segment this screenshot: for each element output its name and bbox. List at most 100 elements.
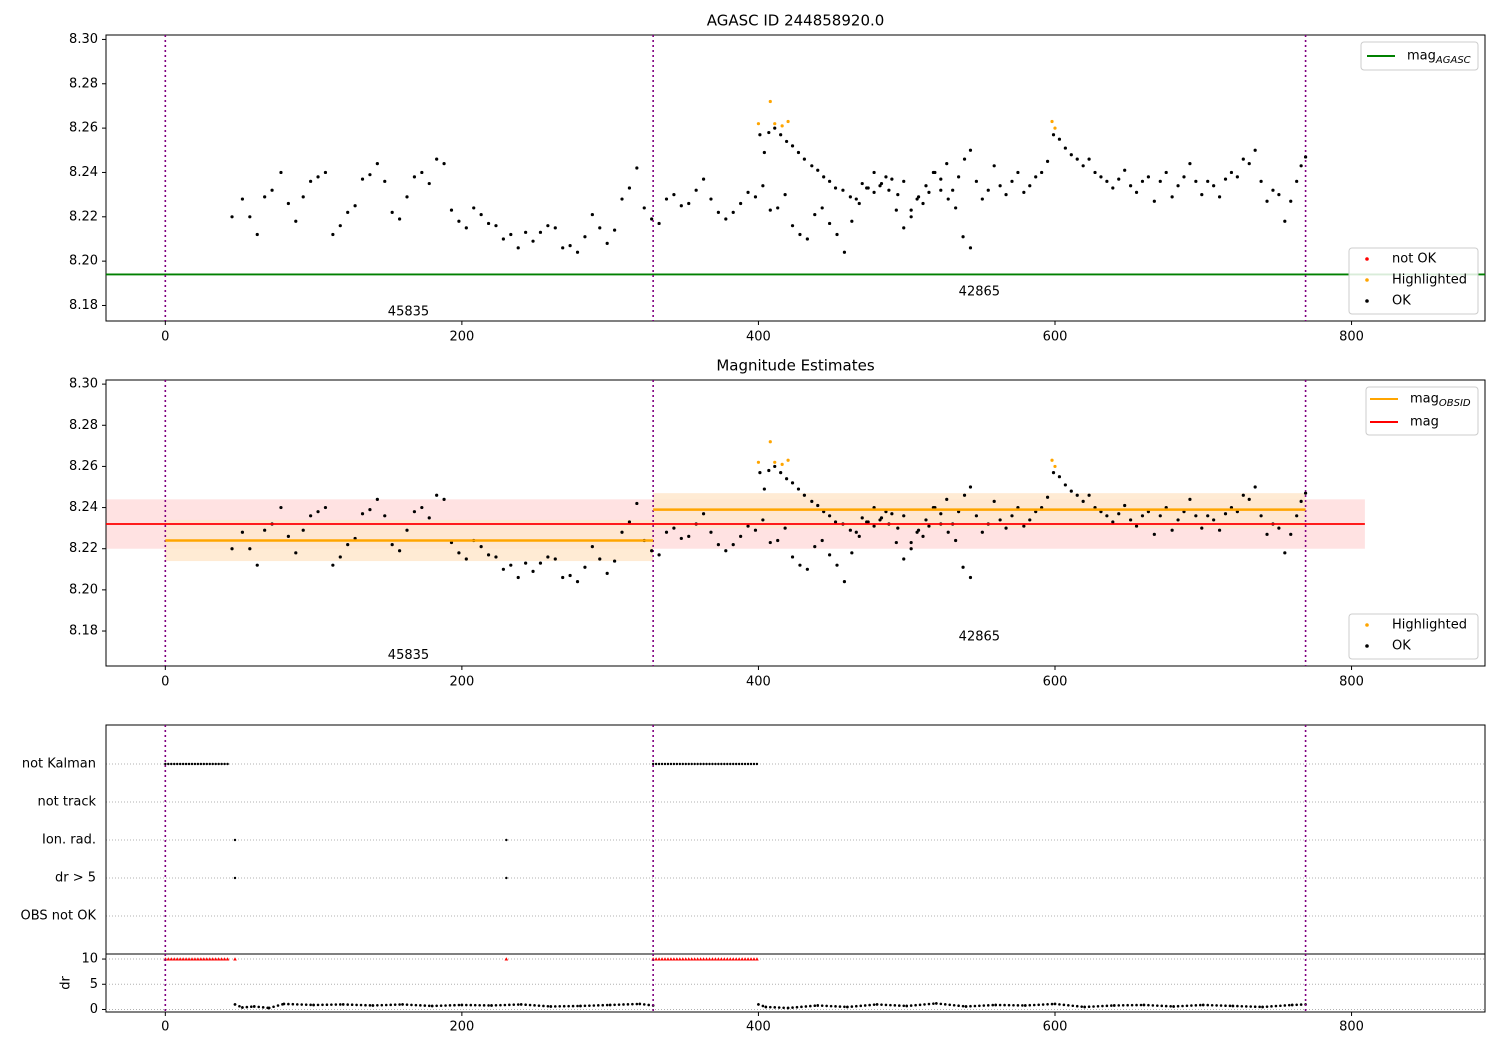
ok-point bbox=[1299, 164, 1303, 168]
dr-point bbox=[1142, 1003, 1146, 1007]
dr-point bbox=[1087, 1005, 1091, 1009]
flag-row-label: not track bbox=[37, 795, 96, 810]
legend-label: Highlighted bbox=[1392, 618, 1467, 633]
dr-capped-marker bbox=[207, 957, 212, 961]
dr-capped-marker bbox=[731, 957, 736, 961]
ok-point bbox=[383, 514, 387, 518]
dr-point bbox=[1071, 1004, 1075, 1008]
dr-point bbox=[371, 1004, 375, 1007]
ok-point bbox=[909, 540, 913, 545]
ok-point bbox=[279, 170, 283, 175]
dr-point bbox=[638, 1002, 642, 1006]
ok-point bbox=[605, 571, 609, 576]
dr-point bbox=[932, 1002, 935, 1005]
dr-capped-marker bbox=[190, 957, 194, 961]
panel1-axes bbox=[105, 34, 1486, 322]
dr-point bbox=[1206, 1003, 1210, 1007]
dr-point bbox=[1151, 1004, 1155, 1007]
flag-point bbox=[211, 762, 214, 766]
dr-capped-marker bbox=[169, 957, 174, 961]
flag-row-label: dr > 5 bbox=[55, 871, 96, 886]
dr-point bbox=[257, 1005, 261, 1009]
ok-point bbox=[810, 164, 814, 168]
dr-point bbox=[1096, 1004, 1100, 1008]
dr-capped-marker bbox=[175, 957, 179, 961]
highlighted-point bbox=[756, 122, 761, 126]
ok-point bbox=[240, 197, 245, 201]
dr-point bbox=[1199, 1003, 1202, 1007]
ok-point bbox=[758, 470, 762, 475]
dr-point bbox=[490, 1004, 493, 1007]
dr-point bbox=[800, 1005, 803, 1009]
ok-point bbox=[1123, 168, 1127, 172]
ok-point bbox=[1111, 186, 1115, 190]
dr-point bbox=[533, 1004, 536, 1007]
dr-point bbox=[863, 1004, 867, 1007]
flag-point bbox=[684, 762, 687, 766]
dr-point bbox=[626, 1003, 630, 1006]
dr-capped-marker bbox=[704, 957, 709, 961]
ok-point bbox=[816, 503, 820, 508]
dr-capped-marker bbox=[196, 957, 200, 961]
dr-capped-marker bbox=[205, 957, 209, 961]
ok-point bbox=[1140, 179, 1145, 183]
highlighted-point bbox=[786, 119, 790, 124]
ok-point bbox=[835, 563, 839, 567]
ok-point bbox=[878, 518, 882, 522]
dr-point bbox=[1126, 1003, 1129, 1007]
highlighted-point bbox=[780, 124, 784, 128]
dr-capped-marker bbox=[193, 957, 197, 961]
ok-point bbox=[954, 538, 958, 543]
ok-point bbox=[805, 567, 809, 571]
panel2-axes bbox=[105, 379, 1486, 667]
ok-point bbox=[992, 499, 996, 503]
ok-point bbox=[1277, 526, 1281, 530]
obsid-label: 42865 bbox=[959, 285, 1000, 300]
dr-axes bbox=[105, 953, 1486, 1013]
ok-point bbox=[1303, 155, 1308, 159]
ok-point bbox=[968, 575, 973, 580]
dr-point bbox=[1110, 1004, 1113, 1007]
ok-point bbox=[1022, 524, 1026, 528]
ok-point bbox=[1040, 170, 1044, 175]
x-tick-label: 600 bbox=[1043, 675, 1068, 690]
ok-point bbox=[479, 545, 483, 549]
flag-point bbox=[205, 762, 209, 766]
dr-point bbox=[430, 1004, 434, 1008]
dr-capped-marker bbox=[216, 957, 221, 961]
ok-point bbox=[939, 177, 943, 181]
ok-point bbox=[561, 246, 565, 250]
dr-point bbox=[414, 1003, 418, 1007]
dr-tick-label: 10 bbox=[81, 952, 98, 967]
dr-point bbox=[250, 1005, 253, 1009]
flag-point bbox=[181, 762, 185, 766]
ok-point bbox=[902, 179, 906, 183]
ok-point bbox=[1087, 157, 1091, 161]
ok-point bbox=[561, 575, 565, 580]
ok-point bbox=[890, 177, 894, 181]
dr-point bbox=[524, 1003, 527, 1007]
dr-point bbox=[1287, 1003, 1291, 1007]
dr-capped-marker bbox=[719, 957, 724, 961]
ok-point bbox=[509, 232, 513, 237]
dr-point bbox=[567, 1004, 570, 1008]
ok-point bbox=[1241, 493, 1245, 497]
ok-point bbox=[255, 563, 259, 567]
x-tick-label: 200 bbox=[449, 675, 474, 690]
ok-point bbox=[894, 208, 898, 212]
dr-point bbox=[809, 1004, 812, 1008]
ok-point bbox=[501, 567, 505, 571]
ok-point bbox=[835, 232, 839, 237]
dr-point bbox=[1050, 1002, 1054, 1006]
ok-point bbox=[783, 526, 787, 530]
dr-point bbox=[1113, 1004, 1116, 1007]
ok-point bbox=[405, 195, 409, 199]
ok-point bbox=[961, 235, 965, 239]
dr-point bbox=[1046, 1003, 1049, 1006]
ok-point bbox=[635, 166, 639, 170]
ok-point bbox=[353, 204, 357, 208]
flag-point bbox=[693, 762, 696, 766]
ok-point bbox=[767, 130, 771, 135]
dr-point bbox=[1172, 1005, 1175, 1008]
dr-point bbox=[576, 1004, 579, 1008]
